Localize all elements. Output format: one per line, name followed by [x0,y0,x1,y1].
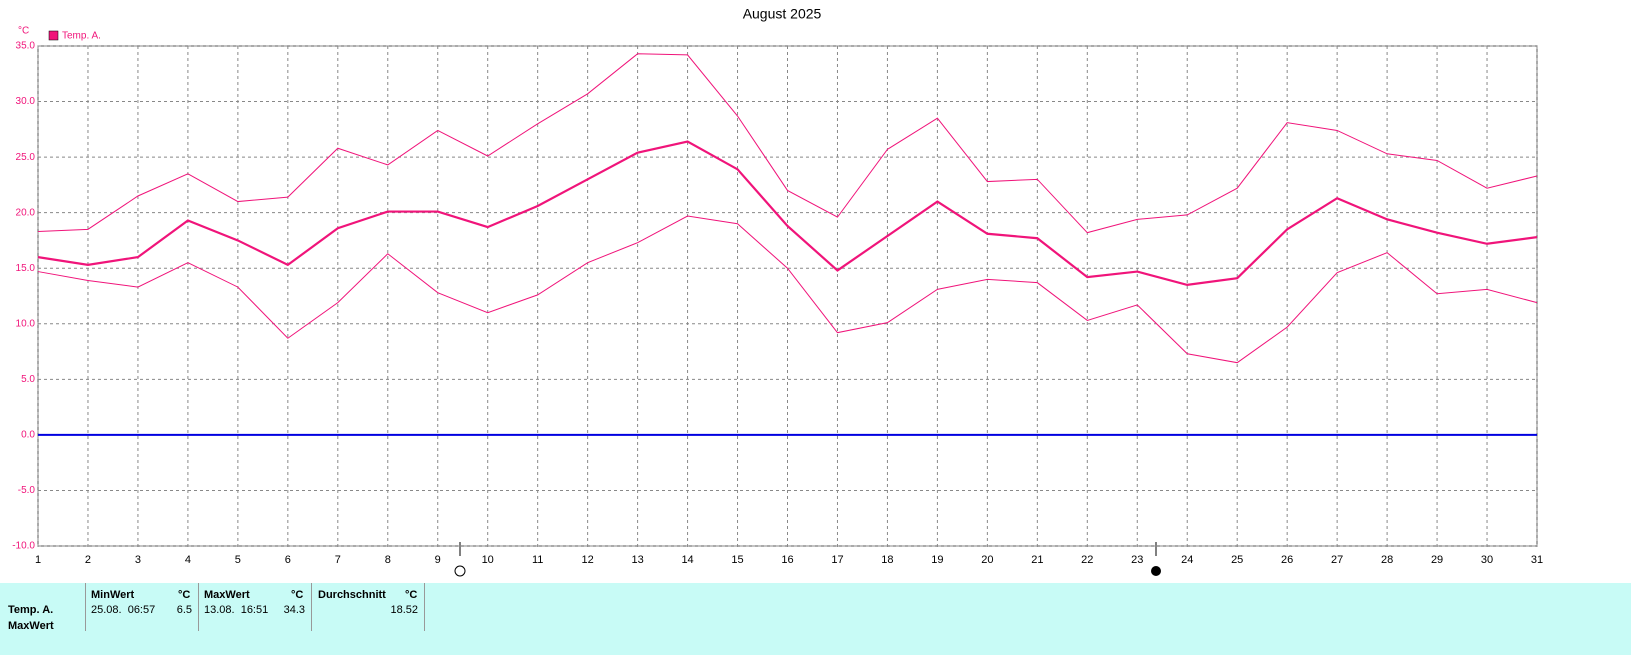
header: MinWert [91,589,135,601]
header-unit: °C [291,589,304,601]
x-tick-label: 18 [881,554,893,566]
separator [85,583,86,631]
x-tick-label: 5 [235,554,241,566]
header-unit: °C [178,589,191,601]
x-tick-label: 23 [1131,554,1143,566]
series-line [37,140,1538,287]
chart-title: August 2025 [743,6,822,22]
series-line [37,53,1538,234]
x-tick-label: 12 [582,554,594,566]
x-tick-label: 29 [1431,554,1443,566]
row-label: MaxWert [8,620,54,632]
x-tick-label: 22 [1081,554,1093,566]
separator [424,583,425,631]
x-tick-label: 19 [931,554,943,566]
x-tick-label: 17 [831,554,843,566]
x-tick-label: 3 [135,554,141,566]
chart: August 2025 °C -10.0 -5.0 0.0 5.0 10.0 15.0 20… [12,6,1543,577]
full-moon-icon [454,565,466,577]
x-tick-label: 8 [385,554,391,566]
x-tick-label: 15 [731,554,743,566]
y-tick-label: -10.0 [12,541,35,552]
y-tick-label: -5.0 [18,485,36,496]
cell: 34.3 [283,604,305,616]
legend-swatch [48,30,59,41]
cell: 6.5 [176,604,192,616]
x-tick-label: 9 [435,554,441,566]
x-tick-label: 21 [1031,554,1043,566]
x-tick-label: 11 [532,554,543,566]
x-tick-label: 31 [1531,554,1543,566]
cell: 13.08. 16:51 [204,604,269,616]
y-tick-label: 25.0 [16,152,36,163]
x-tick-label: 24 [1181,554,1193,566]
x-tick-label: 28 [1381,554,1393,566]
separator [198,583,199,631]
y-tick-label: 10.0 [16,318,36,329]
x-tick-label: 30 [1481,554,1493,566]
x-tick-label: 25 [1231,554,1243,566]
x-tick-label: 1 [35,554,41,566]
x-tick-label: 26 [1281,554,1293,566]
cell: 25.08. 06:57 [91,604,156,616]
header: MaxWert [204,589,250,601]
x-tick-label: 20 [981,554,993,566]
y-tick-label: 30.0 [16,96,36,107]
x-tick-label: 14 [681,554,693,566]
x-tick-label: 27 [1331,554,1343,566]
row-label: Temp. A. [8,604,54,616]
y-tick-label: 0.0 [21,430,35,441]
new-moon-icon [1151,566,1161,576]
cell: 18.52 [390,604,418,616]
y-tick-label: 35.0 [16,41,36,52]
stats-table: MinWert °C MaxWert °C Durchschnitt °C Te… [0,583,1631,655]
legend-label: Temp. A. [62,31,101,42]
x-tick-label: 13 [631,554,643,566]
x-tick-label: 4 [185,554,191,566]
header-unit: °C [405,589,418,601]
x-tick-label: 10 [482,554,494,566]
y-tick-label: 5.0 [21,374,35,385]
x-tick-label: 7 [335,554,341,566]
y-axis-label: °C [18,26,29,37]
series-line [37,215,1538,364]
x-tick-label: 6 [285,554,291,566]
header: Durchschnitt [318,589,386,601]
separator [311,583,312,631]
x-tick-label: 2 [85,554,91,566]
y-tick-label: 15.0 [16,263,36,274]
x-tick-label: 16 [781,554,793,566]
y-tick-label: 20.0 [16,207,36,218]
